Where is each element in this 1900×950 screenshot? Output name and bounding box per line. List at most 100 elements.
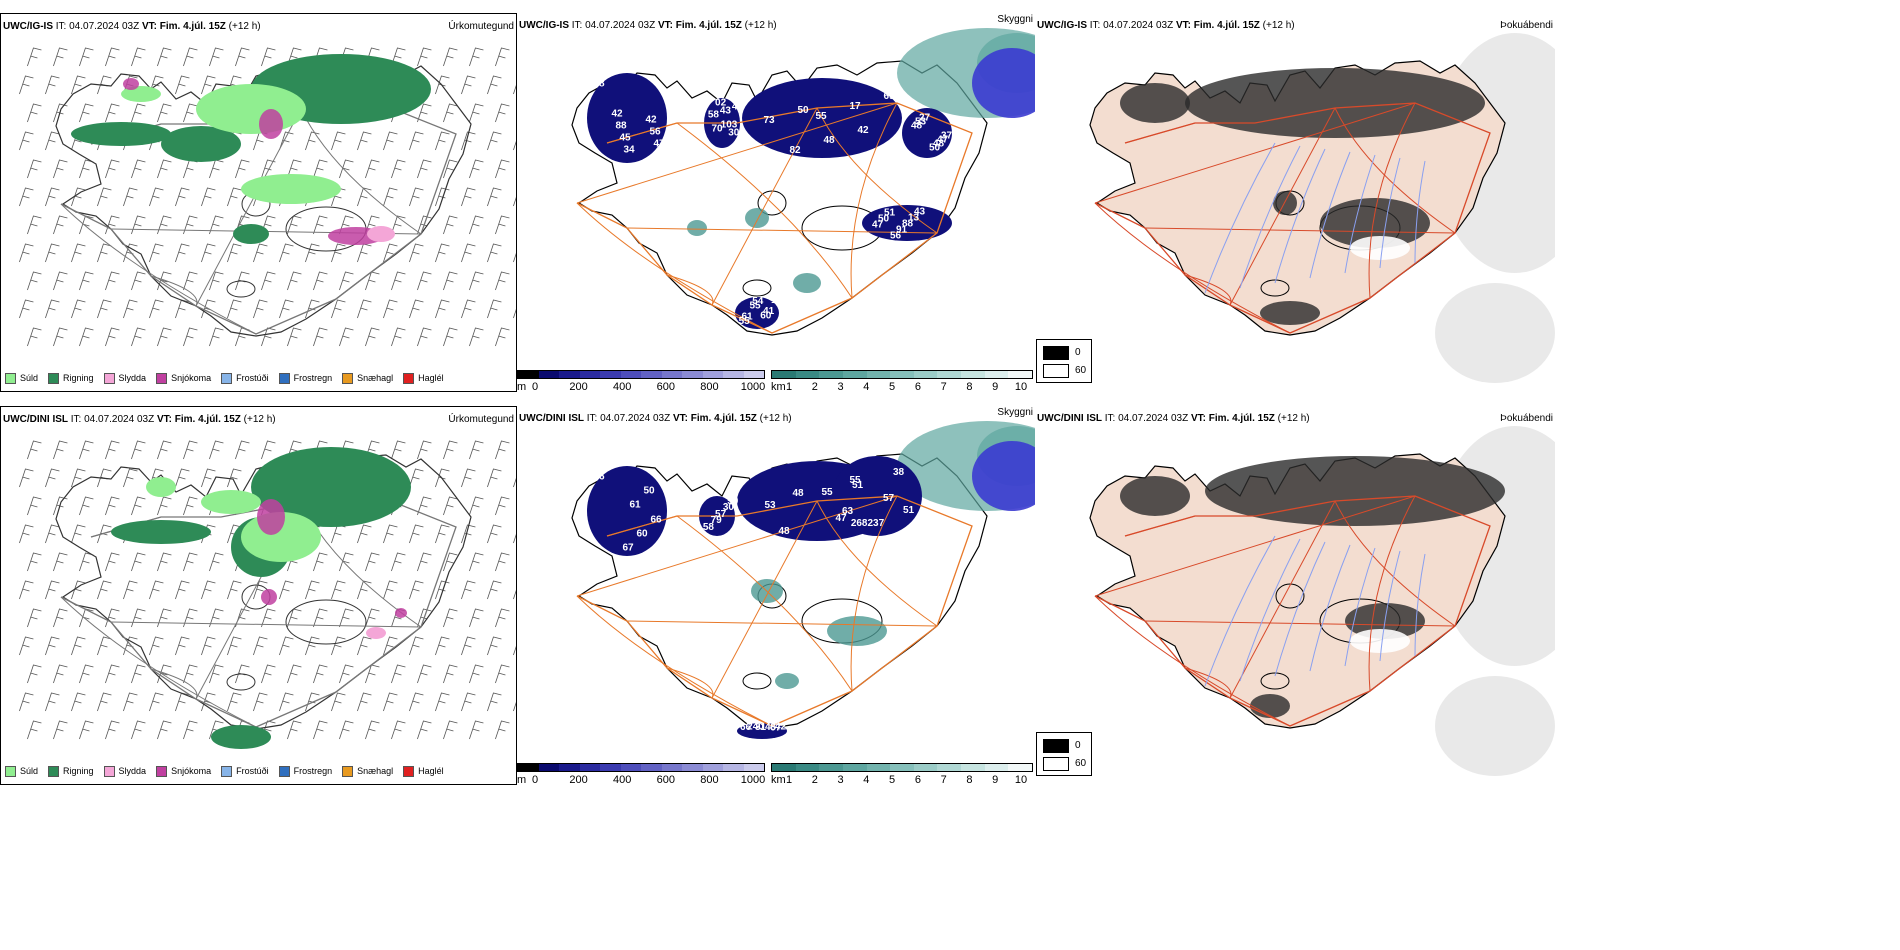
legend-item: Frostregn — [278, 372, 332, 384]
colorbar-tick: 6 — [914, 774, 921, 785]
colorbar-tick: 1 — [785, 381, 793, 392]
cloud-base-label: 58 — [593, 79, 605, 90]
cloud-base-label: 60 — [636, 529, 648, 540]
cloud-base-label: 56 — [890, 230, 902, 241]
colorbar-tick: 1000 — [740, 774, 766, 785]
cloud-base-label: 54 — [752, 296, 764, 307]
visibility-colorbar: km 1 2 3 4 5 6 7 8 9 10 — [771, 370, 1035, 392]
cloud-base-label: 13 — [908, 212, 920, 223]
cloud-base-label: 43 — [914, 206, 926, 217]
colorbar-unit: m — [517, 774, 527, 785]
row-dini-isl: UWC/DINI ISL IT: 04.07.2024 03Z VT: Fim.… — [0, 406, 1555, 785]
cloud-base-label: 47 — [835, 513, 847, 524]
cloud-base-label: 48 — [911, 121, 923, 132]
colorbar-tick: 400 — [613, 774, 632, 785]
colorbar-tick: 9 — [992, 774, 999, 785]
legend-item: Haglél — [403, 765, 444, 777]
colorbar-tick: 7 — [940, 381, 947, 392]
colorbar-tick: 3 — [837, 774, 844, 785]
legend-item: Frostúði — [221, 372, 269, 384]
cloud-base-label: 103 — [721, 120, 738, 131]
colorbar-tick: 1 — [785, 774, 793, 785]
cloud-base-label: 53 — [764, 500, 776, 511]
legend-label: Slydda — [118, 373, 147, 383]
legend-item: Frostregn — [278, 765, 333, 777]
legend-label: Frostregn — [293, 766, 333, 776]
fog-panel-title: UWC/DINI ISL IT: 04.07.2024 03Z VT: Fim.… — [1037, 413, 1310, 424]
cloud-base-label: 57 — [883, 493, 895, 504]
rivers — [1204, 535, 1426, 687]
legend-swatch — [221, 765, 233, 777]
legend-label: Súld — [20, 373, 39, 383]
cloud-base-label: 56 — [593, 472, 605, 483]
colorbar-unit: km — [771, 774, 786, 785]
colorbar-tick: 3 — [837, 381, 844, 392]
colorbar-swatches — [771, 370, 1033, 379]
cloud-panel-title: UWC/DINI ISL IT: 04.07.2024 03Z VT: Fim.… — [519, 413, 792, 424]
cloud-base-label: 34 — [623, 145, 635, 156]
colorbar-swatches — [771, 763, 1033, 772]
fog-panel: UWC/DINI ISL IT: 04.07.2024 03Z VT: Fim.… — [1035, 406, 1555, 785]
legend-label: Snæhagl — [357, 766, 394, 776]
fog-legend-value: 60 — [1075, 758, 1087, 769]
colorbar-tick: 7 — [940, 774, 947, 785]
legend-swatch — [5, 765, 16, 777]
fog-map — [1089, 33, 1555, 383]
cloud-base-label: 53 — [915, 117, 927, 128]
fog-panel: UWC/IG-IS IT: 04.07.2024 03Z VT: Fim. 4.… — [1035, 13, 1555, 392]
colorbar-tick: 5 — [889, 774, 896, 785]
colorbar-tick: 5 — [889, 381, 896, 392]
precip-map — [19, 440, 516, 749]
precip-legend: Súld Rigning Slydda Snjókoma Frostúði Frostre… — [5, 371, 444, 385]
cloud-panel-title: UWC/IG-IS IT: 04.07.2024 03Z VT: Fim. 4.… — [519, 20, 777, 31]
height-colorbar: m 0 200 400 600 800 1000 — [517, 763, 767, 785]
cloud-base-label: 55 — [739, 316, 751, 327]
legend-swatch — [278, 372, 290, 384]
precip-panel-title: UWC/DINI ISL IT: 04.07.2024 03Z VT: Fim.… — [3, 414, 276, 425]
cloud-base-label: 69 — [883, 91, 895, 102]
fog-legend-swatch — [1043, 346, 1069, 360]
cloud-base-label: 57 — [715, 509, 727, 520]
legend-swatch — [403, 765, 415, 777]
fog-variable-label: Þokuábendi — [1500, 413, 1553, 424]
colorbar-tick: 0 — [531, 774, 539, 785]
colorbar-swatches — [517, 763, 765, 772]
cloud-base-label: 58 — [703, 522, 715, 533]
precip-panel-title: UWC/IG-IS IT: 04.07.2024 03Z VT: Fim. 4.… — [3, 21, 261, 32]
rivers — [1204, 142, 1426, 294]
row-ig-is: UWC/IG-IS IT: 04.07.2024 03Z VT: Fim. 4.… — [0, 13, 1555, 392]
cloud-base-label: 31 — [755, 722, 767, 733]
colorbar-tick: 8 — [966, 774, 973, 785]
cloud-base-label: 30 — [723, 502, 735, 513]
fog-legend: 0 60 — [1036, 732, 1092, 776]
legend-label: Frostúði — [236, 766, 269, 776]
cloud-base-label: 37 — [941, 131, 953, 142]
colorbar-tick: 10 — [1014, 381, 1028, 392]
cloud-base-label: 82 — [789, 145, 801, 156]
legend-item: Rigning — [48, 765, 94, 777]
cloud-panel: UWC/IG-IS IT: 04.07.2024 03Z VT: Fim. 4.… — [517, 13, 1035, 392]
cloud-base-label: 48 — [823, 135, 835, 146]
legend-label: Súld — [20, 766, 39, 776]
legend-item: Súld — [5, 765, 39, 777]
cloud-base-label: 48 — [732, 102, 744, 113]
precip-variable-label: Úrkomutegund — [448, 21, 514, 32]
cloud-base-label: 268237 — [851, 518, 885, 529]
cloud-base-label: 51 — [903, 505, 915, 516]
cloud-base-label: 67 — [622, 543, 634, 554]
cloud-base-label: 67 — [770, 722, 782, 733]
colorbar-tick: 800 — [700, 381, 719, 392]
legend-item: Snjókoma — [156, 372, 211, 384]
cloud-base-label: 70 — [711, 124, 723, 135]
colorbar-tick: 200 — [569, 774, 588, 785]
legend-label: Snjókoma — [171, 766, 212, 776]
cloud-base-label: 50 — [929, 143, 941, 154]
colorbar-tick: 8 — [966, 381, 973, 392]
cloud-base-label: 240 — [747, 722, 764, 733]
cloud-base-label: 10 — [771, 295, 783, 306]
cloud-base-label: 88 — [902, 218, 914, 229]
colorbar-tick: 1000 — [740, 381, 766, 392]
fog-map — [1089, 426, 1555, 776]
colorbar-swatches — [517, 370, 765, 379]
legend-swatch — [103, 372, 115, 384]
